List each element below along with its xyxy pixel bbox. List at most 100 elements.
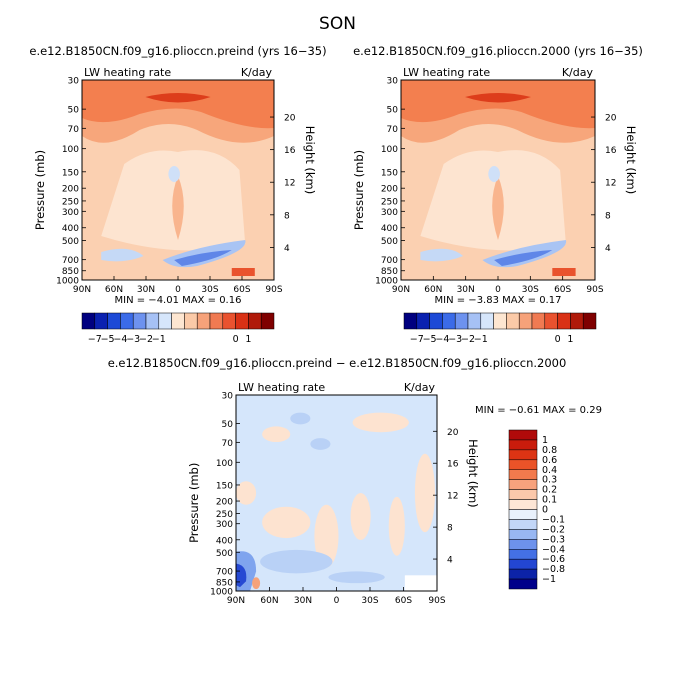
contour-fill-cool-1 (310, 438, 331, 450)
y-axis-label: Pressure (mb) (187, 463, 201, 543)
y-right-tick-label: 8 (284, 211, 290, 221)
colorbar-swatch (557, 312, 571, 330)
contour-fill-cool-0 (290, 412, 311, 425)
contour-fill-warm-3 (314, 504, 339, 568)
y-right-tick-label: 12 (284, 179, 295, 189)
x-tick-label: 60N (260, 596, 278, 606)
y-right-tick-label: 4 (447, 556, 453, 566)
y-tick-label: 700 (62, 256, 79, 266)
y-tick-label: 250 (381, 197, 398, 207)
y-tick-label: 850 (62, 267, 79, 277)
panel-2000: LW heating rate K/day e.e12.B1850CN.f09_g1… (352, 44, 643, 306)
y-tick-label: 250 (62, 197, 79, 207)
colorbar-swatch (94, 312, 108, 330)
y-tick-label: 150 (381, 168, 398, 178)
contour-fill-warm-1 (262, 426, 291, 443)
colorbar-2000: −7−5−4−3−2−1 0 1 (403, 312, 597, 345)
colorbar-label: −4 (113, 334, 127, 345)
colorbar-label: −1 (474, 334, 488, 345)
contour-fill-equator (492, 176, 504, 240)
x-tick-label: 90S (586, 285, 603, 295)
y-tick-label: 200 (62, 185, 79, 195)
y-axis-label: Pressure (mb) (33, 150, 47, 230)
subtitle-right: K/day (241, 66, 273, 79)
y-tick-label: 50 (68, 106, 80, 116)
contour-fill-cool-nh (101, 248, 144, 262)
colorbar-swatch (508, 459, 538, 470)
colorbar-label: −5 (423, 334, 437, 345)
contour-fill-upper-strong (401, 80, 595, 129)
y-tick-label: 30 (387, 77, 399, 87)
y-tick-label: 700 (216, 568, 233, 578)
y-tick-label: 200 (216, 498, 233, 508)
colorbar-swatch (508, 469, 538, 480)
colorbar-swatch (260, 312, 275, 330)
colorbar-label: −0.6 (542, 554, 565, 565)
y-right-tick-label: 8 (447, 524, 453, 534)
contour-fill-warm-4 (350, 493, 371, 541)
colorbar-label: 1 (567, 334, 573, 345)
colorbar-label: −0.3 (542, 534, 565, 545)
colorbar-label: 0.8 (542, 445, 557, 456)
colorbar-swatch (184, 312, 198, 330)
contour-fill-cool-core (494, 250, 553, 266)
colorbar-swatch (508, 549, 538, 560)
y-tick-label: 400 (216, 536, 233, 546)
y-tick-label: 700 (381, 256, 398, 266)
colorbar-swatch (403, 312, 418, 330)
colorbar-label: −0.1 (542, 514, 565, 525)
colorbar-swatch (582, 312, 597, 330)
contour-fill-upper-strong (82, 80, 274, 129)
x-tick-label: 30S (361, 596, 378, 606)
x-tick-label: 90S (265, 285, 282, 295)
y-right-tick-label: 16 (447, 460, 459, 470)
contour-fill-cool (488, 166, 500, 182)
contour-fill-max (465, 93, 531, 103)
page-title: SON (319, 14, 356, 34)
colorbar-label: −2 (461, 334, 475, 345)
contour-fill-cool (168, 166, 180, 182)
contour-fill-cool-3 (328, 571, 385, 584)
colorbar-label: 0.6 (542, 455, 557, 466)
colorbar-label: 0.3 (542, 475, 557, 486)
contour-fill-equator (172, 176, 184, 240)
colorbar-label: 0.2 (542, 485, 557, 496)
x-tick-label: 0 (495, 285, 501, 295)
colorbar-swatch (107, 312, 121, 330)
x-tick-label: 30N (457, 285, 475, 295)
colorbar-swatch (508, 439, 538, 451)
colorbar-swatch (132, 312, 147, 330)
colorbar-label: −1 (152, 334, 166, 345)
x-tick-label: 90N (73, 285, 91, 295)
colorbar-swatch (508, 578, 538, 590)
y-tick-label: 850 (381, 267, 398, 277)
contour-fill-cool-min (236, 563, 247, 588)
colorbar-label: −3 (126, 334, 140, 345)
contour-field (236, 395, 437, 591)
x-tick-label: 60S (233, 285, 250, 295)
y-tick-label: 1000 (375, 277, 398, 287)
contour-fill-cool-nh (420, 248, 464, 262)
colorbar-swatch (171, 312, 185, 330)
y-tick-label: 300 (216, 520, 233, 530)
contour-fill-warm-5 (388, 496, 405, 556)
y-tick-label: 300 (381, 208, 398, 218)
contour-fill-warm-0 (352, 412, 409, 433)
x-tick-label: 60N (424, 285, 442, 295)
x-tick-label: 60S (395, 596, 412, 606)
subtitle-left: LW heating rate (403, 66, 490, 79)
contour-fill-warm-6 (236, 481, 257, 505)
colorbar-label: −4 (435, 334, 449, 345)
y-right-tick-label: 20 (447, 428, 459, 438)
y-right-tick-label: 12 (605, 179, 616, 189)
x-tick-label: 90S (428, 596, 445, 606)
x-tick-label: 60S (554, 285, 571, 295)
colorbar-swatch (508, 558, 538, 570)
colorbar-swatch (518, 312, 533, 330)
y-right-tick-label: 8 (605, 211, 611, 221)
colorbar-swatch (429, 312, 443, 330)
y-right-tick-label: 12 (447, 492, 458, 502)
colorbar-label: −0.8 (542, 564, 565, 575)
colorbar-preind: −7−5−4−3−2−1 0 1 (81, 312, 275, 345)
